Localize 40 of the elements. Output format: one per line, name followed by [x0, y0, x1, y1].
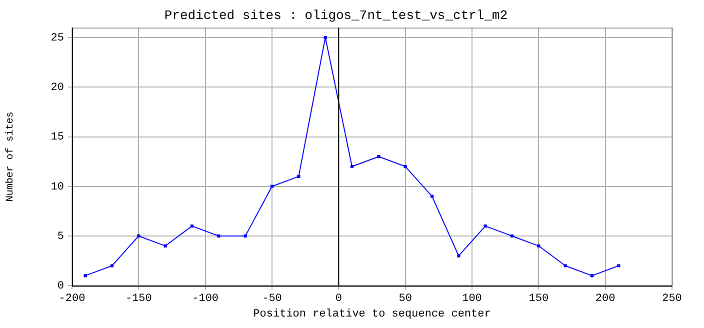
- point: [324, 36, 327, 40]
- chart-title: Predicted sites : oligos_7nt_test_vs_ctrl_m2: [164, 8, 508, 24]
- point: [164, 244, 167, 248]
- point: [110, 264, 114, 268]
- point: [190, 224, 194, 228]
- point: [484, 224, 487, 228]
- x-tick-label: 250: [662, 293, 682, 306]
- point: [537, 244, 540, 248]
- x-tick-label: 0: [335, 293, 342, 306]
- point: [430, 194, 434, 198]
- x-tick-label: 150: [528, 293, 549, 306]
- point: [510, 234, 514, 238]
- point: [564, 264, 567, 268]
- y-tick-label: 5: [57, 230, 64, 243]
- point: [297, 174, 300, 178]
- point: [377, 155, 380, 158]
- x-tick-label: -150: [125, 293, 152, 306]
- y-tick-label: 25: [50, 32, 64, 44]
- point: [617, 264, 620, 268]
- point: [457, 254, 460, 258]
- x-tick-label: -100: [192, 293, 219, 306]
- y-axis-title: Number of sites: [4, 112, 17, 202]
- point: [217, 234, 220, 238]
- point: [350, 164, 354, 168]
- point: [84, 274, 87, 278]
- y-tick-label: 20: [50, 82, 64, 94]
- y-tick-label: 0: [57, 280, 64, 293]
- point: [590, 274, 594, 278]
- x-tick-label: 100: [462, 293, 482, 306]
- x-tick-label: 50: [398, 293, 412, 306]
- point: [270, 184, 274, 188]
- x-tick-label: -200: [58, 293, 86, 306]
- x-axis-title: Position relative to sequence center: [253, 308, 491, 320]
- point: [404, 164, 407, 168]
- point: [244, 234, 247, 238]
- y-tick-label: 10: [50, 181, 64, 194]
- y-tick-label: 15: [50, 132, 64, 144]
- x-tick-label: -50: [262, 293, 282, 306]
- point: [137, 234, 140, 238]
- x-tick-label: 200: [595, 293, 616, 306]
